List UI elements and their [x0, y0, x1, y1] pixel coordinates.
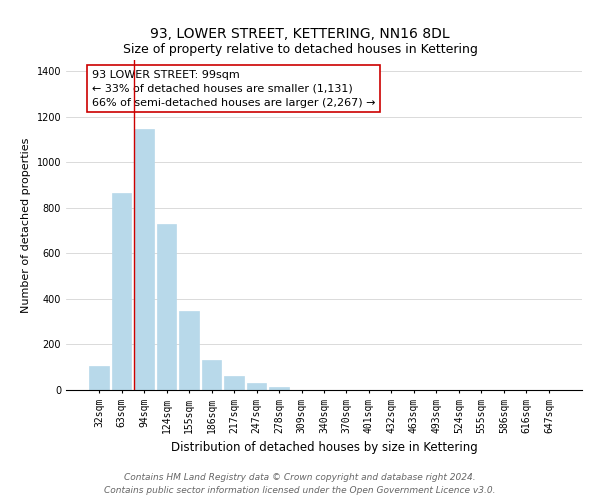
Bar	[157, 224, 176, 390]
Bar	[134, 130, 154, 390]
Text: 93, LOWER STREET, KETTERING, NN16 8DL: 93, LOWER STREET, KETTERING, NN16 8DL	[150, 28, 450, 42]
Bar	[112, 193, 131, 390]
Bar	[224, 376, 244, 390]
Bar	[247, 383, 266, 390]
Y-axis label: Number of detached properties: Number of detached properties	[21, 138, 31, 312]
Text: Size of property relative to detached houses in Kettering: Size of property relative to detached ho…	[122, 42, 478, 56]
Text: Contains HM Land Registry data © Crown copyright and database right 2024.
Contai: Contains HM Land Registry data © Crown c…	[104, 474, 496, 495]
Bar	[269, 386, 289, 390]
Bar	[179, 312, 199, 390]
Bar	[89, 366, 109, 390]
X-axis label: Distribution of detached houses by size in Kettering: Distribution of detached houses by size …	[170, 441, 478, 454]
Bar	[202, 360, 221, 390]
Text: 93 LOWER STREET: 99sqm
← 33% of detached houses are smaller (1,131)
66% of semi-: 93 LOWER STREET: 99sqm ← 33% of detached…	[92, 70, 376, 108]
